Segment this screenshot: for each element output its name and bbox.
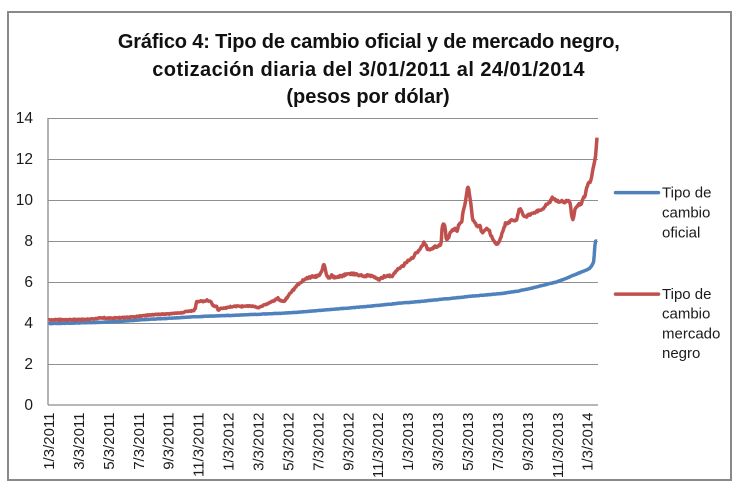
svg-text:9/3/2013: 9/3/2013: [520, 413, 537, 471]
svg-text:1/3/2012: 1/3/2012: [221, 413, 238, 471]
svg-text:1/3/2011: 1/3/2011: [41, 413, 58, 470]
svg-text:8: 8: [24, 233, 33, 250]
svg-text:11/3/2013: 11/3/2013: [550, 413, 567, 479]
svg-text:1/3/2013: 1/3/2013: [400, 413, 417, 471]
svg-text:3/3/2012: 3/3/2012: [251, 413, 268, 471]
svg-text:Tipo de: Tipo de: [662, 185, 711, 202]
svg-text:5/3/2012: 5/3/2012: [280, 413, 297, 471]
svg-text:12: 12: [16, 151, 33, 168]
svg-text:oficial: oficial: [662, 225, 700, 242]
svg-text:3/3/2013: 3/3/2013: [430, 413, 447, 471]
svg-text:Tipo de: Tipo de: [662, 286, 711, 303]
svg-text:7/3/2012: 7/3/2012: [310, 413, 327, 471]
svg-text:mercado: mercado: [662, 325, 720, 342]
svg-text:5/3/2011: 5/3/2011: [101, 413, 118, 470]
svg-text:cotización diaria del 3/01/201: cotización diaria del 3/01/2011 al 24/01…: [152, 59, 585, 81]
svg-text:0: 0: [24, 397, 33, 414]
svg-text:11/3/2011: 11/3/2011: [191, 413, 208, 478]
svg-text:7/3/2013: 7/3/2013: [490, 413, 507, 471]
svg-text:9/3/2012: 9/3/2012: [340, 413, 357, 471]
svg-text:3/3/2011: 3/3/2011: [71, 413, 88, 470]
svg-text:11/3/2012: 11/3/2012: [370, 413, 387, 479]
svg-text:negro: negro: [662, 345, 700, 362]
svg-text:Gráfico 4: Tipo de cambio ofic: Gráfico 4: Tipo de cambio oficial y de m…: [118, 31, 620, 53]
svg-text:7/3/2011: 7/3/2011: [131, 413, 148, 470]
svg-text:cambio: cambio: [662, 205, 710, 222]
svg-text:2: 2: [24, 356, 33, 373]
svg-text:14: 14: [16, 110, 34, 127]
svg-text:5/3/2013: 5/3/2013: [460, 413, 477, 471]
svg-text:(pesos por dólar): (pesos por dólar): [286, 86, 449, 108]
svg-text:9/3/2011: 9/3/2011: [161, 413, 178, 470]
svg-text:1/3/2014: 1/3/2014: [580, 413, 597, 471]
svg-text:6: 6: [24, 274, 33, 291]
svg-text:10: 10: [16, 192, 34, 209]
svg-text:cambio: cambio: [662, 306, 710, 323]
svg-text:4: 4: [24, 315, 33, 332]
